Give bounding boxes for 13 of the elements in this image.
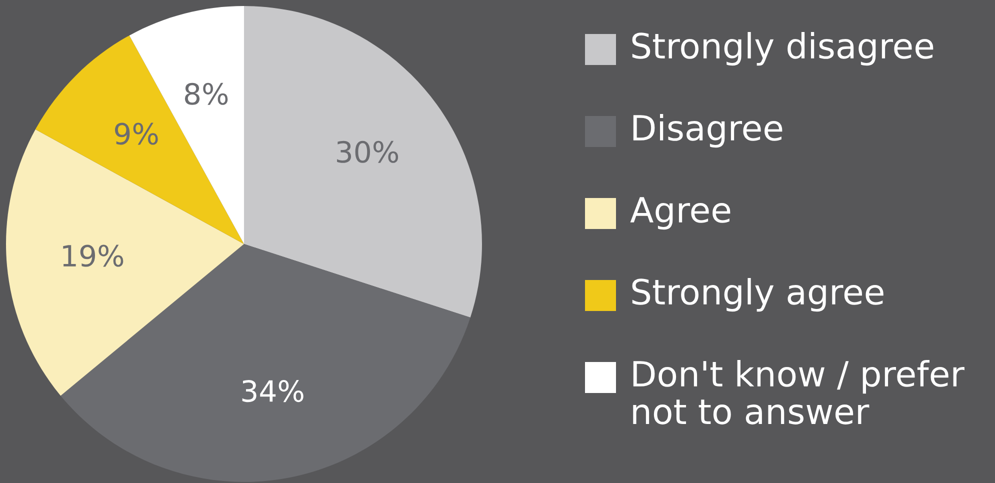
data-label: 8% [184,82,228,105]
legend-label: Strongly disagree [632,32,934,66]
legend-label: Disagree [633,114,782,148]
data-label: 34% [242,380,304,402]
data-label: 19% [63,244,124,267]
legend-label: Don't know / prefer not to answer [633,360,964,424]
pie-slice [35,35,244,244]
pie-slice [60,244,470,482]
legend-label: Agree [630,197,730,230]
data-label: 30% [337,140,398,163]
pie-slice [244,6,482,318]
data-label: 9% [114,122,158,145]
legend-label: Strongly agree [632,278,884,312]
